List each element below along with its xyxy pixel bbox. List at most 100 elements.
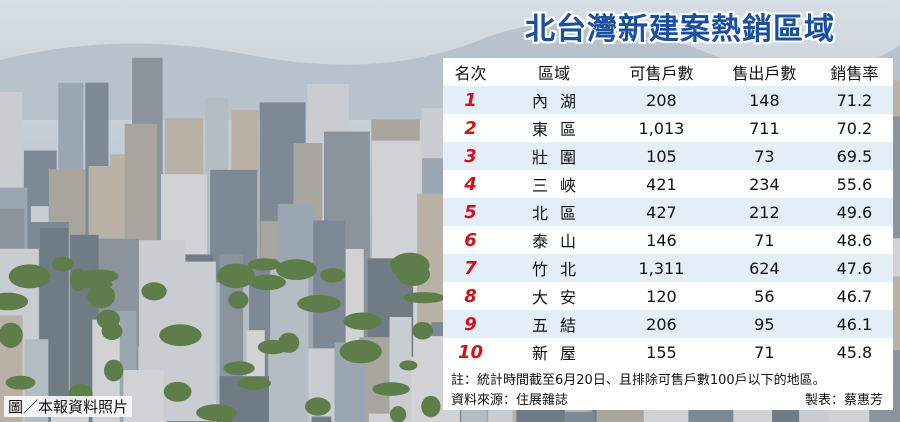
tree <box>163 381 192 402</box>
available: 146 <box>610 226 713 254</box>
sold: 71 <box>712 226 816 254</box>
rate: 69.5 <box>815 142 893 170</box>
sold: 95 <box>712 310 816 338</box>
available: 208 <box>610 86 713 114</box>
available: 427 <box>610 198 713 226</box>
tree <box>223 361 255 376</box>
sold: 624 <box>712 254 816 282</box>
rate: 46.1 <box>815 310 893 338</box>
tree <box>403 292 445 304</box>
sold: 71 <box>712 338 816 366</box>
rate: 55.6 <box>815 170 893 198</box>
tree <box>237 376 272 390</box>
tree <box>78 269 119 283</box>
rate: 71.2 <box>815 86 893 114</box>
available: 105 <box>610 142 713 170</box>
area: 大安 <box>498 282 610 310</box>
sold: 56 <box>712 282 816 310</box>
row: 2 東區 1,013 711 70.2 <box>443 114 893 142</box>
tree <box>247 258 281 271</box>
row: 4 三峽 421 234 55.6 <box>443 170 893 198</box>
row: 8 大安 120 56 46.7 <box>443 282 893 310</box>
tree <box>390 406 407 422</box>
rate: 46.7 <box>815 282 893 310</box>
building <box>311 416 332 422</box>
row: 10 新屋 155 71 45.8 <box>443 338 893 366</box>
header-cell: 銷售率 <box>815 58 893 86</box>
row: 9 五結 206 95 46.1 <box>443 310 893 338</box>
tree <box>82 279 113 290</box>
tree <box>396 262 431 286</box>
area: 內湖 <box>498 86 610 114</box>
tree <box>8 264 51 289</box>
note: 註：統計時間截至6月20日、且排除可售戶數100戶以下的地區。 <box>451 373 826 388</box>
sold: 73 <box>712 142 816 170</box>
area: 三峽 <box>498 170 610 198</box>
rank: 3 <box>443 142 498 170</box>
header-cell: 名次 <box>443 58 498 86</box>
tree <box>104 359 124 382</box>
tree <box>276 259 317 281</box>
area: 北區 <box>498 198 610 226</box>
row: 7 竹北 1,311 624 47.6 <box>443 254 893 282</box>
rank: 8 <box>443 282 498 310</box>
area: 泰山 <box>498 226 610 254</box>
sold: 711 <box>712 114 816 142</box>
building <box>565 412 595 422</box>
available: 206 <box>610 310 713 338</box>
tree <box>5 375 36 390</box>
table: 名次 區域 可售戶數 售出戶數 銷售率 1 內湖 208 148 71.2 2 東區 1,013 711… <box>443 58 893 366</box>
area: 壯圍 <box>498 142 610 170</box>
tree <box>215 409 233 422</box>
sold: 234 <box>712 170 816 198</box>
rank: 7 <box>443 254 498 282</box>
area: 竹北 <box>498 254 610 282</box>
row: 5 北區 427 212 49.6 <box>443 198 893 226</box>
footer: 註：統計時間截至6月20日、且排除可售戶數100戶以下的地區。 資料來源：住展雜… <box>443 366 893 410</box>
tree <box>421 395 441 418</box>
tree <box>248 274 286 291</box>
row: 1 內湖 208 148 71.2 <box>443 86 893 114</box>
building <box>892 276 900 422</box>
rate: 48.6 <box>815 226 893 254</box>
rate: 47.6 <box>815 254 893 282</box>
rank: 6 <box>443 226 498 254</box>
rate: 45.8 <box>815 338 893 366</box>
title: 北台灣新建案熱銷區域 <box>525 12 835 47</box>
available: 1,013 <box>610 114 713 142</box>
rank: 9 <box>443 310 498 338</box>
header-cell: 可售戶數 <box>610 58 713 86</box>
tree <box>0 322 23 348</box>
photo-credit: 圖／本報資料照片 <box>4 396 133 417</box>
tree <box>343 312 382 330</box>
building <box>368 413 390 422</box>
header-cell: 區域 <box>498 58 610 86</box>
tree <box>297 294 341 313</box>
rank: 2 <box>443 114 498 142</box>
area: 五結 <box>498 310 610 338</box>
tree <box>339 339 382 364</box>
row: 3 壯圍 105 73 69.5 <box>443 142 893 170</box>
rate: 70.2 <box>815 114 893 142</box>
tree <box>399 360 418 371</box>
tree <box>159 324 202 347</box>
rank: 4 <box>443 170 498 198</box>
area: 東區 <box>498 114 610 142</box>
tree <box>278 332 300 353</box>
tree <box>217 263 255 289</box>
tree <box>141 282 167 301</box>
rank: 1 <box>443 86 498 114</box>
sold: 212 <box>712 198 816 226</box>
header-cell: 售出戶數 <box>712 58 816 86</box>
available: 421 <box>610 170 713 198</box>
area: 新屋 <box>498 338 610 366</box>
available: 1,311 <box>610 254 713 282</box>
rate: 49.6 <box>815 198 893 226</box>
tree <box>320 268 346 283</box>
sold: 148 <box>712 86 816 114</box>
tree <box>51 257 74 272</box>
tree <box>96 309 120 330</box>
maker: 製表：蔡惠芳 <box>804 393 883 408</box>
available: 155 <box>610 338 713 366</box>
